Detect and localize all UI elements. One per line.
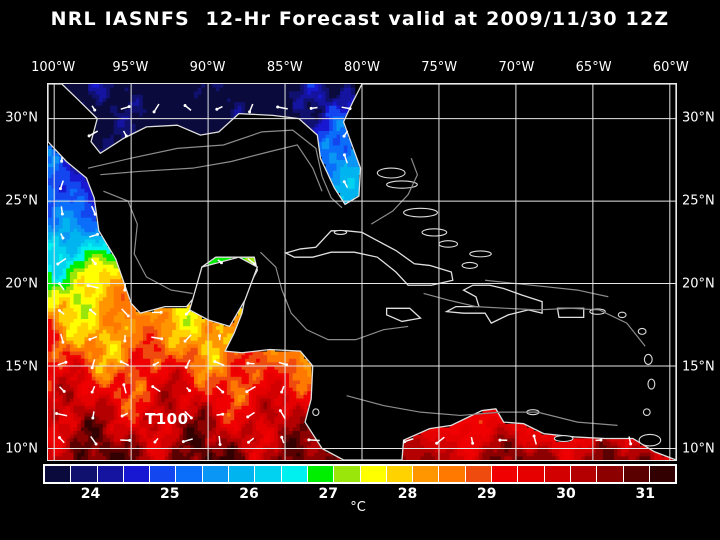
bathymetry-contour	[260, 251, 409, 341]
colorbar-swatch	[281, 466, 308, 482]
colorbar-tick-label: 27	[318, 486, 339, 502]
land-island	[461, 261, 478, 269]
colorbar-swatch	[492, 466, 519, 482]
colorbar-swatch	[71, 466, 98, 482]
lat-tick-label-right: 30°N	[682, 110, 715, 126]
colorbar-swatch	[439, 466, 466, 482]
lat-tick-label-left: 10°N	[5, 441, 38, 457]
lon-tick-label: 100°W	[31, 60, 76, 75]
lon-tick-label: 65°W	[575, 60, 612, 75]
page-title: NRL IASNFS 12-Hr Forecast valid at 2009/…	[50, 8, 670, 30]
map-plot-area	[47, 83, 677, 461]
lat-tick-label-left: 15°N	[5, 359, 38, 374]
colorbar-swatch	[307, 466, 335, 482]
colorbar-tick-label: 25	[160, 486, 180, 502]
lon-tick-label: 75°W	[421, 60, 458, 75]
bathymetry-contour	[485, 279, 609, 298]
lat-tick-label-right: 10°N	[682, 441, 715, 457]
colorbar-swatch	[623, 466, 650, 482]
colorbar	[43, 464, 677, 484]
land-hispaniola	[444, 284, 543, 324]
colorbar-tick-label: 31	[635, 486, 656, 502]
bathymetry-contour	[370, 157, 419, 225]
colorbar-swatch	[150, 466, 177, 482]
land-jamaica	[385, 307, 422, 323]
field-annotation-label: T100	[145, 410, 189, 428]
lat-tick-label-right: 25°N	[682, 193, 715, 209]
lat-tick-label-right: 20°N	[682, 276, 715, 292]
colorbar-swatch	[544, 466, 571, 482]
colorbar-tick-label: 26	[239, 486, 259, 502]
land-island	[403, 207, 439, 218]
land-island	[421, 228, 448, 237]
colorbar-swatch	[386, 466, 414, 482]
bathymetry-contour	[346, 395, 618, 426]
map-overlays	[48, 84, 676, 460]
land-island	[637, 327, 647, 335]
land-island	[642, 408, 651, 416]
colorbar-tick-label: 24	[80, 486, 101, 502]
land-island	[469, 250, 492, 258]
land-island	[312, 408, 320, 416]
lat-tick-label-left: 20°N	[5, 276, 38, 292]
sst-field-container	[48, 84, 676, 460]
colorbar-swatch	[334, 466, 361, 482]
colorbar-swatch	[649, 466, 676, 482]
lon-tick-label: 85°W	[266, 60, 303, 75]
land-island	[638, 433, 662, 447]
lon-tick-label: 90°W	[189, 60, 226, 75]
colorbar-tick-label: 30	[556, 486, 576, 502]
lon-tick-label: 80°W	[344, 60, 380, 75]
land-island	[589, 308, 606, 315]
lon-tick-label: 70°W	[498, 60, 535, 75]
colorbar-swatch	[97, 466, 124, 482]
colorbar-swatch	[202, 466, 230, 482]
current-vector-field	[55, 103, 633, 446]
land-island	[643, 353, 653, 365]
colorbar-swatch	[570, 466, 598, 482]
colorbar-unit-label: °C	[350, 500, 366, 515]
colorbar-swatch	[123, 466, 151, 482]
colorbar-swatch	[229, 466, 256, 482]
land-island	[386, 180, 418, 189]
land-island	[376, 167, 406, 179]
colorbar-swatch	[45, 466, 72, 482]
lon-tick-label: 60°W	[652, 60, 689, 75]
land-island	[617, 311, 627, 319]
colorbar-swatch	[413, 466, 440, 482]
land-island	[333, 229, 348, 235]
colorbar-tick-label: 28	[397, 486, 418, 502]
colorbar-swatch	[255, 466, 282, 482]
lat-tick-label-left: 30°N	[5, 110, 38, 126]
colorbar-swatch	[176, 466, 203, 482]
lon-tick-label: 95°W	[112, 60, 149, 75]
bathymetry-contour	[423, 292, 646, 347]
land-island	[438, 240, 459, 248]
lat-tick-label-right: 15°N	[682, 359, 715, 374]
colorbar-swatch	[597, 466, 624, 482]
bathymetry-contour	[100, 144, 323, 192]
colorbar-swatch	[465, 466, 493, 482]
colorbar-swatch	[518, 466, 545, 482]
colorbar-tick-label: 29	[477, 486, 497, 502]
land-yucatan-fill	[188, 256, 259, 328]
bathymetry-contour	[87, 129, 343, 209]
land-island	[553, 434, 574, 443]
colorbar-swatch	[360, 466, 387, 482]
lat-tick-label-left: 25°N	[5, 193, 38, 209]
land-island	[647, 378, 656, 390]
land-puerto-rico	[556, 307, 585, 319]
